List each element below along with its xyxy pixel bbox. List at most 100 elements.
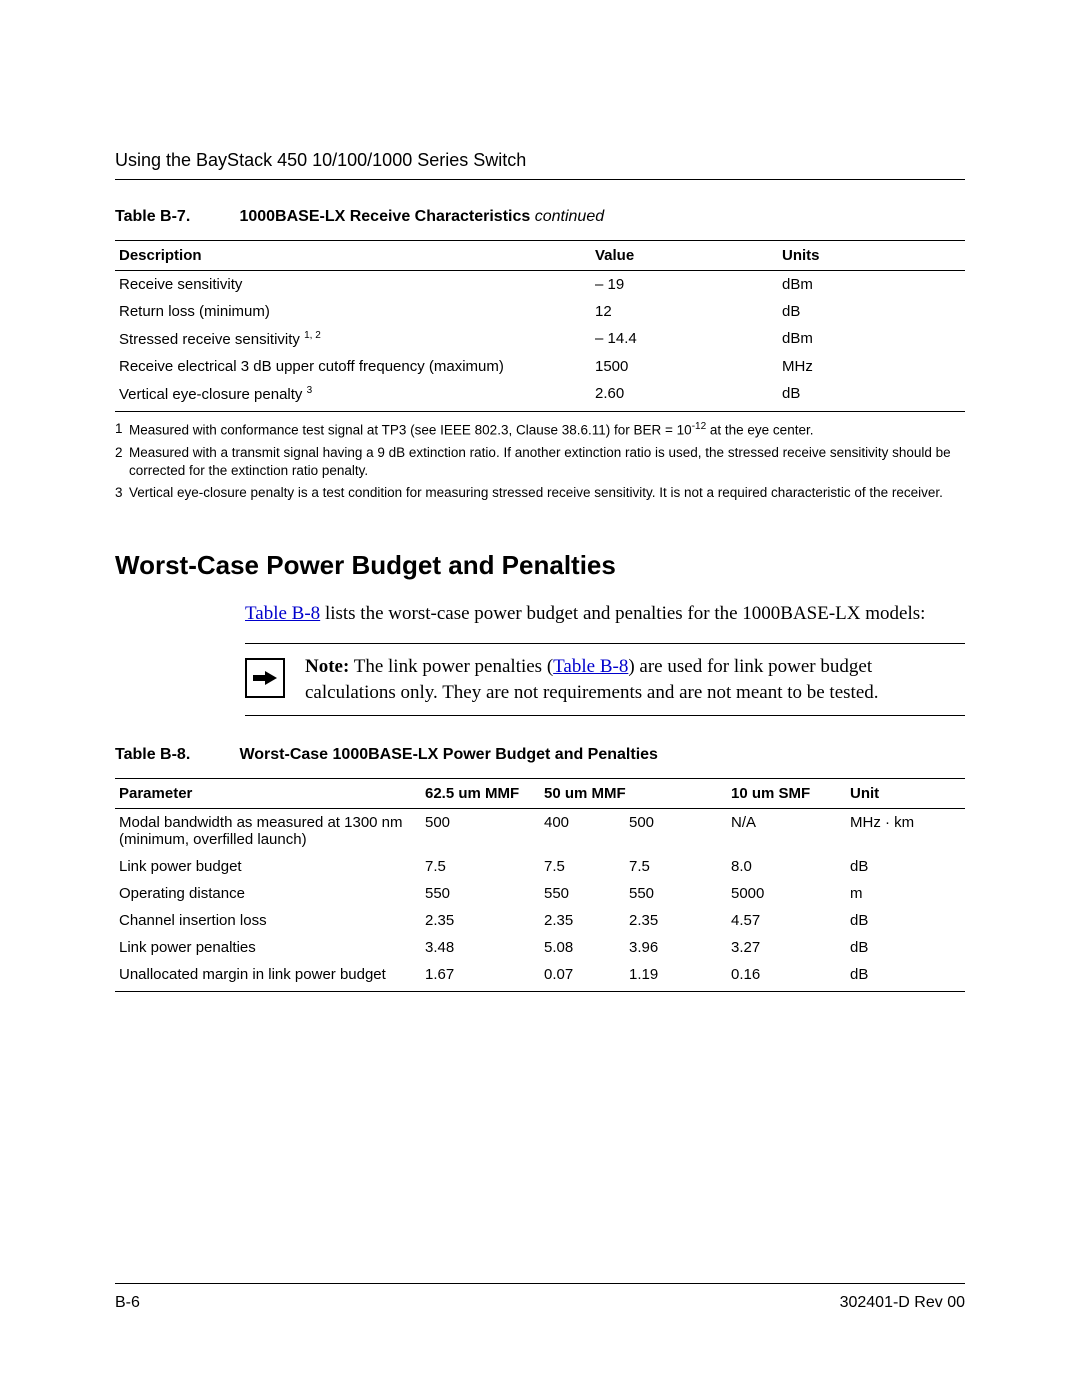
table-row: Unallocated margin in link power budget1… [115, 961, 965, 992]
cell-description: Stressed receive sensitivity 1, 2 [115, 325, 591, 353]
cell-description: Return loss (minimum) [115, 298, 591, 325]
cell-units: MHz [778, 353, 965, 380]
cell-625mmf: 2.35 [421, 907, 540, 934]
cell-50mmf-b: 1.19 [625, 961, 727, 992]
cell-value: – 19 [591, 271, 778, 299]
table-row: Channel insertion loss2.352.352.354.57dB [115, 907, 965, 934]
cell-50mmf-a: 5.08 [540, 934, 625, 961]
cell-value: 2.60 [591, 380, 778, 412]
cell-units: dBm [778, 325, 965, 353]
cell-10smf: 3.27 [727, 934, 846, 961]
table-b8-label: Table B-8. [115, 746, 235, 764]
intro-text: lists the worst-case power budget and pe… [320, 603, 925, 624]
col-625mmf: 62.5 um MMF [421, 779, 540, 809]
cell-50mmf-a: 2.35 [540, 907, 625, 934]
note-bold: Note: [305, 656, 349, 677]
cell-value: 1500 [591, 353, 778, 380]
doc-id: 302401-D Rev 00 [840, 1294, 965, 1312]
cell-unit: dB [846, 934, 965, 961]
cell-unit: m [846, 880, 965, 907]
cell-50mmf-a: 7.5 [540, 853, 625, 880]
col-10smf: 10 um SMF [727, 779, 846, 809]
footnote: 2Measured with a transmit signal having … [115, 444, 965, 480]
note-row: Note: The link power penalties (Table B-… [245, 644, 965, 715]
page-footer: B-6 302401-D Rev 00 [115, 1283, 965, 1312]
cell-units: dB [778, 380, 965, 412]
col-parameter: Parameter [115, 779, 421, 809]
cell-description: Vertical eye-closure penalty 3 [115, 380, 591, 412]
cell-10smf: 5000 [727, 880, 846, 907]
cell-units: dBm [778, 271, 965, 299]
table-row: Link power penalties3.485.083.963.27dB [115, 934, 965, 961]
table-b7-footnotes: 1Measured with conformance test signal a… [115, 420, 965, 502]
col-50mmf: 50 um MMF [540, 779, 727, 809]
note-a: The link power penalties ( [349, 656, 553, 677]
footnote: 1Measured with conformance test signal a… [115, 420, 965, 440]
cell-625mmf: 500 [421, 809, 540, 854]
cell-625mmf: 7.5 [421, 853, 540, 880]
cell-parameter: Modal bandwidth as measured at 1300 nm (… [115, 809, 421, 854]
cell-50mmf-a: 400 [540, 809, 625, 854]
cell-value: 12 [591, 298, 778, 325]
cell-50mmf-b: 7.5 [625, 853, 727, 880]
table-b7-caption: Table B-7. 1000BASE-LX Receive Character… [115, 208, 965, 226]
cell-10smf: 4.57 [727, 907, 846, 934]
table-row: Operating distance5505505505000m [115, 880, 965, 907]
col-description: Description [115, 241, 591, 271]
arrow-right-icon [245, 658, 285, 698]
cell-parameter: Unallocated margin in link power budget [115, 961, 421, 992]
cell-625mmf: 550 [421, 880, 540, 907]
cell-10smf: 0.16 [727, 961, 846, 992]
cell-50mmf-b: 500 [625, 809, 727, 854]
table-row: Link power budget7.57.57.58.0dB [115, 853, 965, 880]
footer-rule [115, 1283, 965, 1284]
cell-unit: dB [846, 961, 965, 992]
table-b8-caption: Table B-8. Worst-Case 1000BASE-LX Power … [115, 746, 965, 764]
table-b7-label: Table B-7. [115, 208, 235, 226]
table-b7-title: 1000BASE-LX Receive Characteristics [239, 208, 530, 225]
cell-625mmf: 1.67 [421, 961, 540, 992]
cell-50mmf-b: 2.35 [625, 907, 727, 934]
col-unit: Unit [846, 779, 965, 809]
cell-parameter: Link power budget [115, 853, 421, 880]
footer-row: B-6 302401-D Rev 00 [115, 1294, 965, 1312]
table-row: Vertical eye-closure penalty 32.60dB [115, 380, 965, 412]
cell-50mmf-b: 3.96 [625, 934, 727, 961]
table-row: Modal bandwidth as measured at 1300 nm (… [115, 809, 965, 854]
cell-50mmf-a: 550 [540, 880, 625, 907]
table-row: Receive sensitivity– 19dBm [115, 271, 965, 299]
table-b7-continued: continued [535, 208, 604, 225]
cell-unit: MHz · km [846, 809, 965, 854]
cell-value: – 14.4 [591, 325, 778, 353]
table-row: Stressed receive sensitivity 1, 2– 14.4d… [115, 325, 965, 353]
page: Using the BayStack 450 10/100/1000 Serie… [0, 0, 1080, 1397]
header-rule [115, 179, 965, 180]
cell-parameter: Link power penalties [115, 934, 421, 961]
intro-paragraph: Table B-8 lists the worst-case power bud… [245, 601, 965, 627]
table-b7-header-row: Description Value Units [115, 241, 965, 271]
col-units: Units [778, 241, 965, 271]
cell-description: Receive sensitivity [115, 271, 591, 299]
cell-625mmf: 3.48 [421, 934, 540, 961]
cell-unit: dB [846, 853, 965, 880]
table-b8-link[interactable]: Table B-8 [245, 603, 320, 624]
cell-units: dB [778, 298, 965, 325]
note-bottom-rule [245, 715, 965, 716]
cell-10smf: N/A [727, 809, 846, 854]
table-b7: Description Value Units Receive sensitiv… [115, 240, 965, 412]
section-heading: Worst-Case Power Budget and Penalties [115, 550, 965, 581]
cell-50mmf-a: 0.07 [540, 961, 625, 992]
cell-parameter: Operating distance [115, 880, 421, 907]
running-header: Using the BayStack 450 10/100/1000 Serie… [115, 150, 965, 171]
note-block: Note: The link power penalties (Table B-… [245, 643, 965, 716]
note-link[interactable]: Table B-8 [553, 656, 628, 677]
cell-50mmf-b: 550 [625, 880, 727, 907]
table-row: Receive electrical 3 dB upper cutoff fre… [115, 353, 965, 380]
cell-unit: dB [846, 907, 965, 934]
page-number: B-6 [115, 1294, 140, 1312]
note-text: Note: The link power penalties (Table B-… [305, 654, 965, 705]
table-row: Return loss (minimum)12dB [115, 298, 965, 325]
footnote: 3Vertical eye-closure penalty is a test … [115, 484, 965, 502]
col-value: Value [591, 241, 778, 271]
table-b8-header-row: Parameter 62.5 um MMF 50 um MMF 10 um SM… [115, 779, 965, 809]
